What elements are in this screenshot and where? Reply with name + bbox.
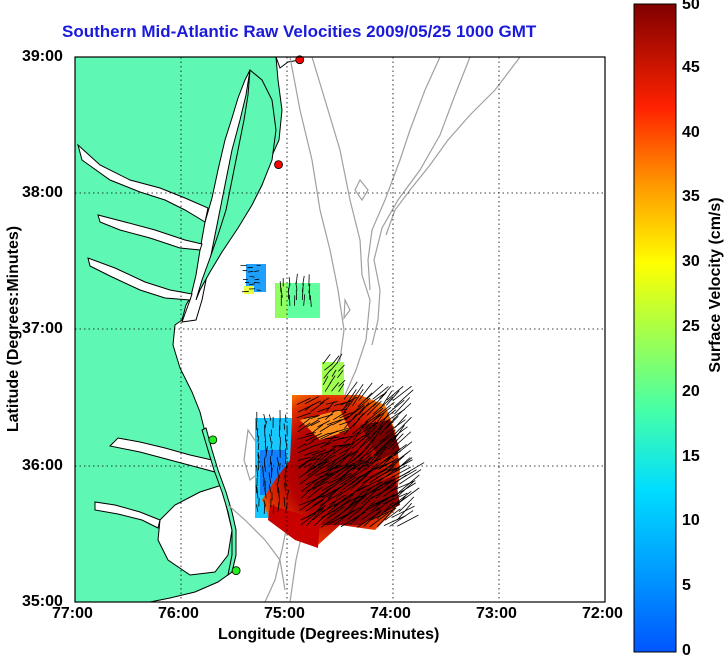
lon-tick-label: 77:00	[52, 605, 93, 623]
lon-tick-label: 72:00	[582, 605, 623, 623]
lat-tick-label: 37:00	[22, 320, 63, 338]
colorbar-tick-label: 25	[682, 318, 700, 336]
lat-tick-label: 39:00	[22, 48, 63, 66]
lon-tick-label: 75:00	[264, 605, 305, 623]
lon-tick-label: 76:00	[158, 605, 199, 623]
colorbar-label: Surface Velocity (cm/s)	[707, 165, 724, 405]
colorbar	[634, 4, 676, 652]
figure-title: Southern Mid-Atlantic Raw Velocities 200…	[62, 22, 536, 42]
colorbar-tick-label: 15	[682, 448, 700, 466]
colorbar-tick-label: 5	[682, 577, 691, 595]
lon-tick-label: 74:00	[370, 605, 411, 623]
lat-tick-label: 38:00	[22, 184, 63, 202]
colorbar-tick-label: 20	[682, 383, 700, 401]
station-red	[275, 161, 283, 169]
colorbar-tick-label: 35	[682, 188, 700, 206]
colorbar-tick-label: 40	[682, 124, 700, 142]
colorbar-tick-label: 45	[682, 59, 700, 77]
colorbar-tick-label: 50	[682, 0, 700, 14]
colorbar-tick-label: 10	[682, 512, 700, 530]
y-axis-label: Latitude (Degrees:Minutes)	[5, 219, 23, 439]
lat-tick-label: 36:00	[22, 457, 63, 475]
station-green	[209, 436, 217, 444]
station-green	[232, 567, 240, 575]
x-axis-label: Longitude (Degrees:Minutes)	[218, 626, 439, 644]
lon-tick-label: 73:00	[476, 605, 517, 623]
colorbar-tick-label: 30	[682, 253, 700, 271]
colorbar-tick-label: 0	[682, 642, 691, 660]
